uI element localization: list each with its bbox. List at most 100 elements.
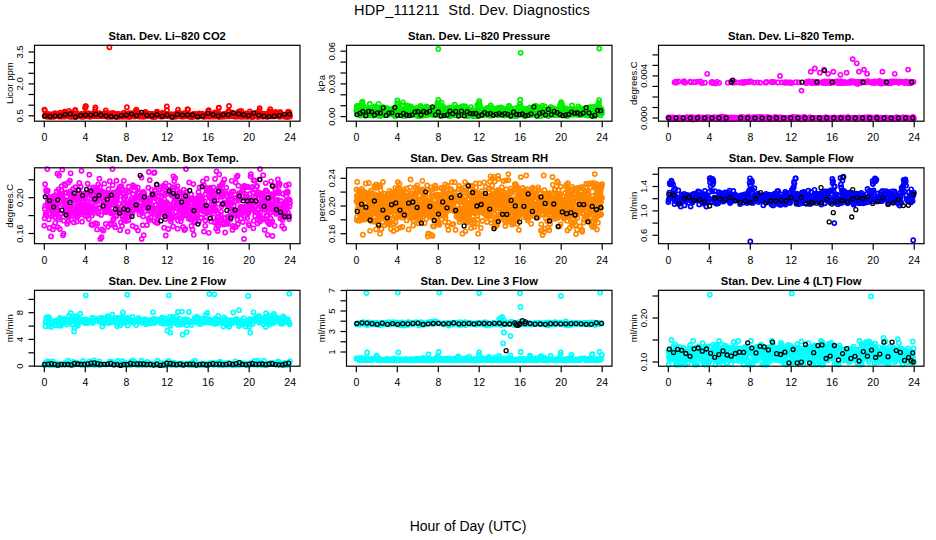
- svg-text:12: 12: [161, 131, 173, 143]
- svg-text:20: 20: [867, 254, 879, 266]
- svg-text:0.16: 0.16: [14, 224, 25, 243]
- svg-text:ml/min: ml/min: [4, 314, 15, 342]
- svg-text:4: 4: [394, 376, 400, 388]
- svg-text:16: 16: [514, 254, 526, 266]
- svg-text:percent: percent: [316, 190, 327, 222]
- svg-text:4: 4: [706, 131, 712, 143]
- svg-text:degrees.C: degrees.C: [628, 61, 639, 105]
- svg-text:0.20: 0.20: [326, 197, 337, 216]
- svg-text:24: 24: [284, 131, 296, 143]
- svg-text:4: 4: [706, 376, 712, 388]
- svg-text:16: 16: [826, 254, 838, 266]
- svg-text:ml/min: ml/min: [316, 314, 327, 342]
- svg-text:5: 5: [326, 308, 337, 313]
- svg-text:0: 0: [353, 376, 359, 388]
- svg-text:1.4: 1.4: [638, 180, 649, 193]
- svg-text:20: 20: [867, 376, 879, 388]
- svg-text:12: 12: [785, 131, 797, 143]
- svg-text:4: 4: [82, 254, 88, 266]
- svg-text:24: 24: [596, 131, 608, 143]
- svg-text:Stan. Dev. Amb. Box Temp.: Stan. Dev. Amb. Box Temp.: [96, 152, 239, 164]
- svg-text:Stan. Dev. Line 2 Flow: Stan. Dev. Line 2 Flow: [109, 275, 227, 287]
- svg-text:8: 8: [747, 376, 753, 388]
- svg-text:4: 4: [82, 131, 88, 143]
- svg-text:0: 0: [665, 131, 671, 143]
- svg-text:7: 7: [326, 288, 337, 293]
- svg-text:1: 1: [326, 349, 337, 354]
- svg-text:8: 8: [14, 310, 25, 315]
- svg-text:24: 24: [908, 376, 920, 388]
- svg-text:0: 0: [41, 131, 47, 143]
- svg-text:24: 24: [908, 254, 920, 266]
- svg-text:Hour of Day (UTC): Hour of Day (UTC): [410, 518, 527, 534]
- svg-text:Stan. Dev. Sample Flow: Stan. Dev. Sample Flow: [729, 152, 854, 164]
- svg-text:16: 16: [202, 131, 214, 143]
- svg-text:1.0: 1.0: [638, 204, 649, 217]
- svg-text:12: 12: [473, 131, 485, 143]
- svg-text:0: 0: [14, 363, 25, 368]
- svg-text:24: 24: [596, 254, 608, 266]
- svg-text:0.16: 0.16: [326, 224, 337, 243]
- svg-text:20: 20: [867, 131, 879, 143]
- svg-text:8: 8: [435, 254, 441, 266]
- svg-text:8: 8: [123, 254, 129, 266]
- svg-text:4: 4: [394, 131, 400, 143]
- svg-text:0.000: 0.000: [638, 106, 649, 130]
- svg-text:12: 12: [161, 254, 173, 266]
- svg-text:Stan. Dev. Li–820 CO2: Stan. Dev. Li–820 CO2: [109, 30, 226, 42]
- svg-text:24: 24: [284, 254, 296, 266]
- svg-text:0.10: 0.10: [638, 353, 649, 372]
- svg-text:20: 20: [555, 376, 567, 388]
- svg-text:16: 16: [826, 131, 838, 143]
- svg-text:24: 24: [596, 376, 608, 388]
- svg-text:12: 12: [473, 376, 485, 388]
- svg-text:HDP_111211 Std. Dev. Diagnost: HDP_111211 Std. Dev. Diagnostics: [354, 2, 590, 18]
- svg-text:16: 16: [514, 376, 526, 388]
- svg-text:4: 4: [706, 254, 712, 266]
- svg-text:4: 4: [14, 337, 25, 342]
- svg-text:8: 8: [123, 131, 129, 143]
- svg-text:12: 12: [785, 254, 797, 266]
- svg-text:24: 24: [908, 131, 920, 143]
- svg-text:20: 20: [243, 376, 255, 388]
- svg-text:8: 8: [747, 254, 753, 266]
- svg-text:12: 12: [161, 376, 173, 388]
- svg-text:8: 8: [435, 131, 441, 143]
- svg-text:Stan. Dev. Li–820 Pressure: Stan. Dev. Li–820 Pressure: [408, 30, 550, 42]
- svg-text:0.6: 0.6: [638, 229, 649, 242]
- svg-text:16: 16: [202, 254, 214, 266]
- svg-text:Stan. Dev. Line 4 (LT) Flow: Stan. Dev. Line 4 (LT) Flow: [721, 275, 862, 287]
- svg-text:12: 12: [785, 376, 797, 388]
- svg-text:0: 0: [665, 254, 671, 266]
- svg-text:2.0: 2.0: [14, 77, 25, 90]
- svg-text:0.03: 0.03: [326, 75, 337, 94]
- svg-text:20: 20: [555, 131, 567, 143]
- svg-text:Stan. Dev. Li–820 Temp.: Stan. Dev. Li–820 Temp.: [728, 30, 854, 42]
- svg-text:3.5: 3.5: [14, 45, 25, 58]
- svg-text:Stan. Dev. Gas Stream RH: Stan. Dev. Gas Stream RH: [410, 152, 548, 164]
- svg-text:ml/min: ml/min: [628, 192, 639, 220]
- svg-text:4: 4: [82, 376, 88, 388]
- svg-text:0: 0: [353, 131, 359, 143]
- svg-text:0: 0: [353, 254, 359, 266]
- svg-text:0: 0: [41, 376, 47, 388]
- svg-text:16: 16: [514, 131, 526, 143]
- svg-text:degrees.C: degrees.C: [4, 184, 15, 228]
- svg-text:0.20: 0.20: [14, 188, 25, 207]
- svg-text:0.20: 0.20: [638, 309, 649, 328]
- svg-text:20: 20: [555, 254, 567, 266]
- svg-text:0: 0: [665, 376, 671, 388]
- svg-text:0.24: 0.24: [326, 169, 337, 188]
- svg-text:8: 8: [747, 131, 753, 143]
- svg-text:0.5: 0.5: [14, 109, 25, 122]
- svg-text:ml/min: ml/min: [628, 314, 639, 342]
- svg-text:3: 3: [326, 329, 337, 334]
- svg-text:0.06: 0.06: [326, 42, 337, 61]
- svg-text:16: 16: [202, 376, 214, 388]
- svg-text:4: 4: [394, 254, 400, 266]
- svg-text:0.004: 0.004: [638, 64, 649, 88]
- svg-text:8: 8: [435, 376, 441, 388]
- svg-text:20: 20: [243, 254, 255, 266]
- svg-text:12: 12: [473, 254, 485, 266]
- svg-text:kPa: kPa: [316, 74, 327, 91]
